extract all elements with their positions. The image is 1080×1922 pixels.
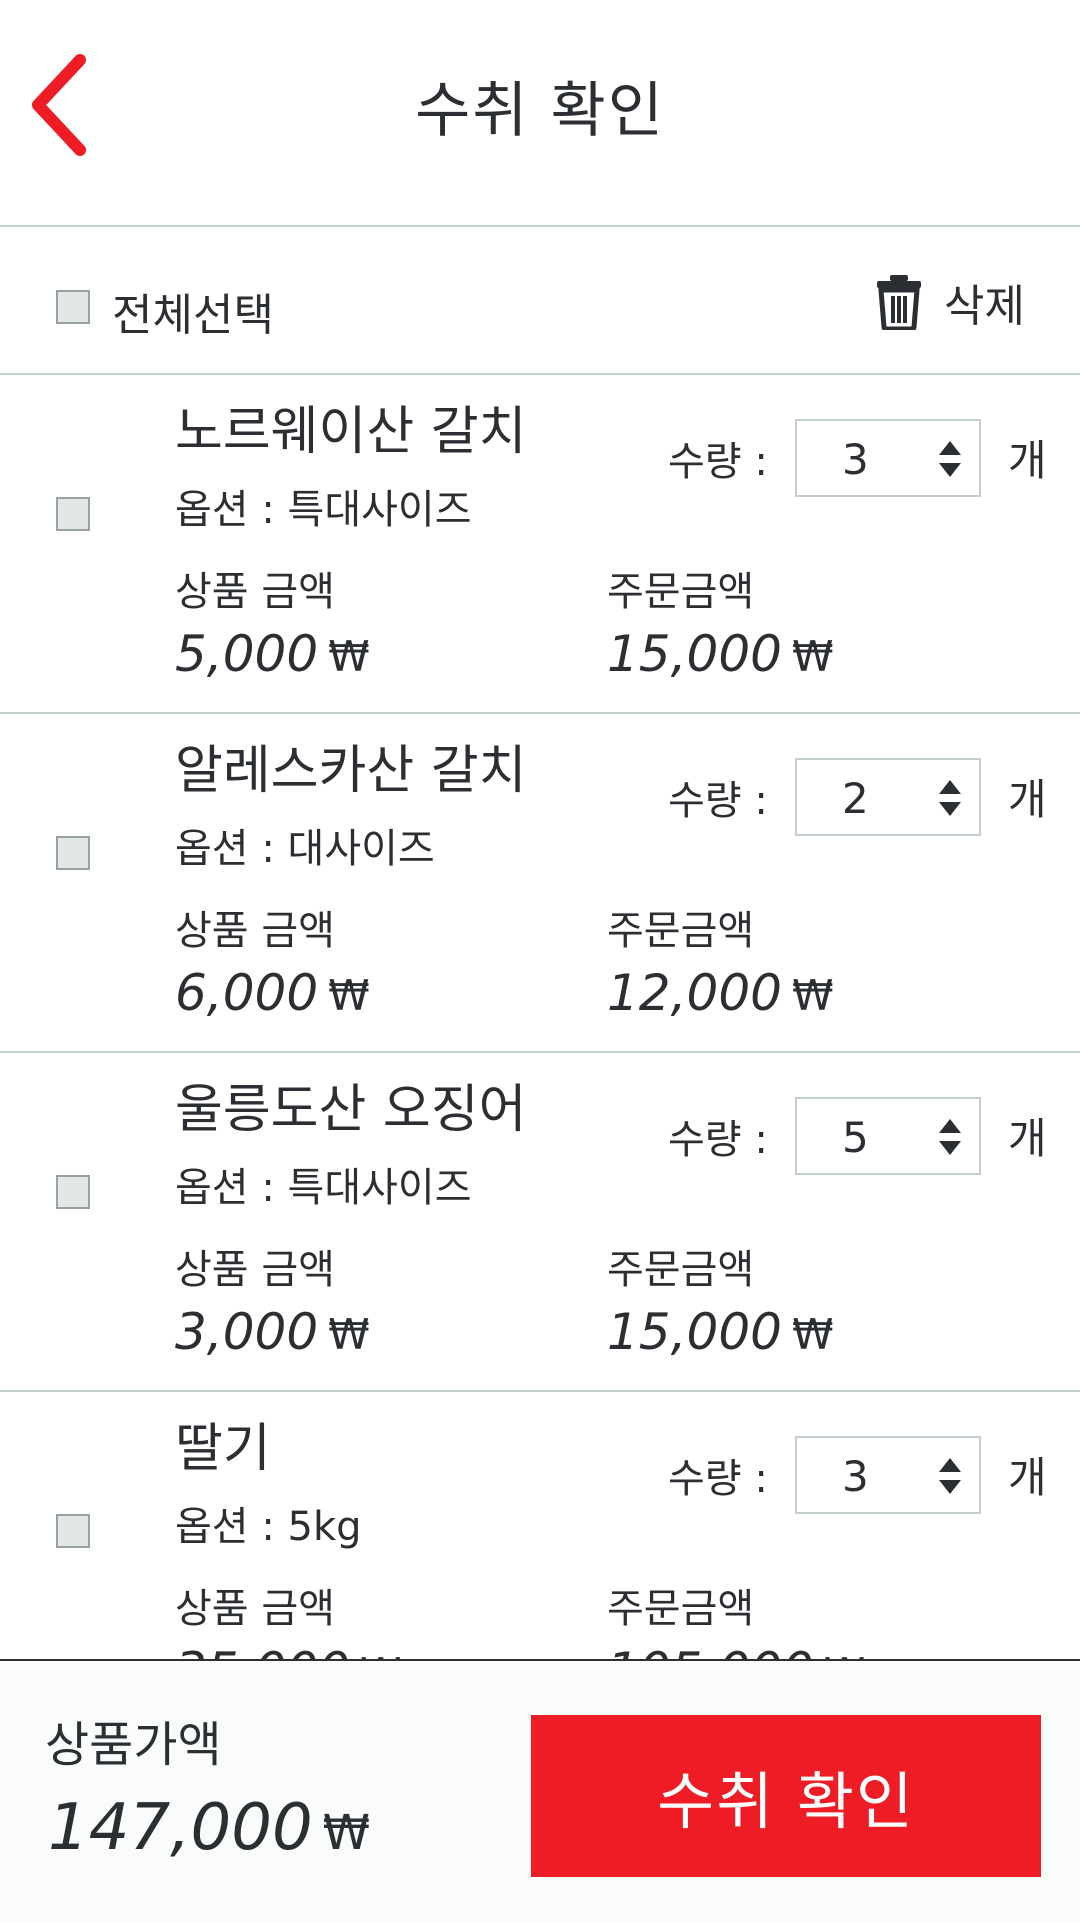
quantity-stepper[interactable]: 2 — [795, 758, 981, 836]
unit-price-label: 상품 금액 — [175, 569, 335, 615]
unit-price-label: 상품 금액 — [175, 1586, 335, 1632]
qty-unit: 개 — [1008, 1114, 1047, 1163]
currency-symbol: ₩ — [791, 632, 834, 681]
order-price-amount: 12,000 — [607, 964, 782, 1022]
order-price-value: 15,000 ₩ — [607, 625, 833, 683]
unit-price-amount: 6,000 — [175, 964, 319, 1022]
app-header: 수취 확인 — [0, 0, 1080, 227]
up-down-arrows-icon[interactable] — [939, 780, 961, 816]
currency-symbol: ₩ — [328, 632, 370, 681]
item-name: 노르웨이산 갈치 — [175, 402, 527, 462]
option-value: 특대사이즈 — [287, 487, 472, 533]
order-price-amount: 105,000 — [607, 1642, 814, 1659]
select-all-label[interactable]: 전체선택 — [112, 290, 274, 341]
list-item: 울릉도산 오징어 옵션 : 특대사이즈 수량 : 5 개 상품 금액 주문금액 … — [0, 1053, 1080, 1392]
currency-symbol: ₩ — [824, 1649, 866, 1659]
qty-value: 2 — [842, 774, 869, 823]
unit-price-amount: 3,000 — [175, 1303, 319, 1361]
item-list[interactable]: 노르웨이산 갈치 옵션 : 특대사이즈 수량 : 3 개 상품 금액 주문금액 … — [0, 375, 1080, 1659]
item-checkbox[interactable] — [56, 1175, 90, 1209]
qty-value: 3 — [842, 1452, 869, 1501]
qty-value: 5 — [842, 1113, 869, 1162]
list-item: 노르웨이산 갈치 옵션 : 특대사이즈 수량 : 3 개 상품 금액 주문금액 … — [0, 375, 1080, 714]
list-item: 알레스카산 갈치 옵션 : 대사이즈 수량 : 2 개 상품 금액 주문금액 6… — [0, 714, 1080, 1053]
currency-symbol: ₩ — [360, 1649, 402, 1659]
unit-price-value: 5,000 ₩ — [175, 625, 370, 683]
item-option: 옵션 : 대사이즈 — [175, 816, 435, 874]
option-prefix: 옵션 : — [175, 826, 275, 872]
up-down-arrows-icon[interactable] — [939, 1119, 961, 1155]
qty-unit: 개 — [1008, 1453, 1047, 1502]
currency-symbol: ₩ — [322, 1805, 371, 1861]
item-option: 옵션 : 5kg — [175, 1494, 362, 1552]
order-price-label: 주문금액 — [607, 1586, 755, 1632]
currency-symbol: ₩ — [791, 1310, 834, 1359]
back-button[interactable] — [20, 50, 100, 160]
unit-price-label: 상품 금액 — [175, 908, 335, 954]
quantity-stepper[interactable]: 3 — [795, 1436, 981, 1514]
qty-value: 3 — [842, 435, 869, 484]
chevron-left-icon — [32, 54, 86, 156]
currency-symbol: ₩ — [328, 971, 370, 1020]
total-value: 147,000 ₩ — [48, 1791, 370, 1865]
item-name: 알레스카산 갈치 — [175, 741, 527, 801]
order-price-value: 12,000 ₩ — [607, 964, 833, 1022]
total-label: 상품가액 — [45, 1717, 222, 1773]
quantity-stepper[interactable]: 5 — [795, 1097, 981, 1175]
quantity-stepper[interactable]: 3 — [795, 419, 981, 497]
item-checkbox[interactable] — [56, 497, 90, 531]
option-prefix: 옵션 : — [175, 1504, 275, 1550]
order-price-label: 주문금액 — [607, 569, 755, 615]
qty-label: 수량 : — [668, 439, 768, 485]
unit-price-amount: 35,000 — [175, 1642, 350, 1659]
item-name: 울릉도산 오징어 — [175, 1080, 527, 1140]
order-price-amount: 15,000 — [607, 625, 782, 683]
select-all-checkbox[interactable] — [56, 290, 90, 324]
qty-label: 수량 : — [668, 778, 768, 824]
up-down-arrows-icon[interactable] — [939, 1458, 961, 1494]
item-option: 옵션 : 특대사이즈 — [175, 1155, 472, 1213]
confirm-receipt-button[interactable]: 수취 확인 — [531, 1715, 1041, 1877]
option-value: 대사이즈 — [287, 826, 435, 872]
unit-price-label: 상품 금액 — [175, 1247, 335, 1293]
item-option: 옵션 : 특대사이즈 — [175, 477, 472, 535]
page-title: 수취 확인 — [415, 76, 665, 146]
order-price-amount: 15,000 — [607, 1303, 782, 1361]
unit-price-amount: 5,000 — [175, 625, 319, 683]
option-prefix: 옵션 : — [175, 487, 275, 533]
currency-symbol: ₩ — [328, 1310, 370, 1359]
total-amount: 147,000 — [48, 1791, 313, 1865]
option-value: 5kg — [287, 1504, 362, 1550]
unit-price-value: 6,000 ₩ — [175, 964, 370, 1022]
qty-unit: 개 — [1008, 775, 1047, 824]
list-item: 딸기 옵션 : 5kg 수량 : 3 개 상품 금액 주문금액 35,000₩ … — [0, 1392, 1080, 1659]
order-price-value: 105,000 ₩ — [607, 1642, 865, 1659]
up-down-arrows-icon[interactable] — [939, 441, 961, 477]
selection-toolbar: 전체선택 삭제 — [0, 227, 1080, 375]
unit-price-value: 3,000 ₩ — [175, 1303, 370, 1361]
unit-price-value: 35,000 ₩ — [175, 1642, 401, 1659]
delete-label: 삭제 — [944, 281, 1025, 332]
qty-label: 수량 : — [668, 1456, 768, 1502]
order-price-label: 주문금액 — [607, 1247, 755, 1293]
option-prefix: 옵션 : — [175, 1165, 275, 1211]
qty-unit: 개 — [1008, 436, 1047, 485]
order-summary-footer: 상품가액 147,000 ₩ 수취 확인 — [0, 1659, 1080, 1922]
order-price-label: 주문금액 — [607, 908, 755, 954]
order-price-value: 15,000 ₩ — [607, 1303, 833, 1361]
delete-button[interactable]: 삭제 — [876, 272, 1025, 332]
option-value: 특대사이즈 — [287, 1165, 472, 1211]
qty-label: 수량 : — [668, 1117, 768, 1163]
item-name: 딸기 — [175, 1419, 271, 1479]
trash-icon — [877, 275, 922, 330]
currency-symbol: ₩ — [791, 971, 834, 1020]
item-checkbox[interactable] — [56, 1514, 90, 1548]
item-checkbox[interactable] — [56, 836, 90, 870]
